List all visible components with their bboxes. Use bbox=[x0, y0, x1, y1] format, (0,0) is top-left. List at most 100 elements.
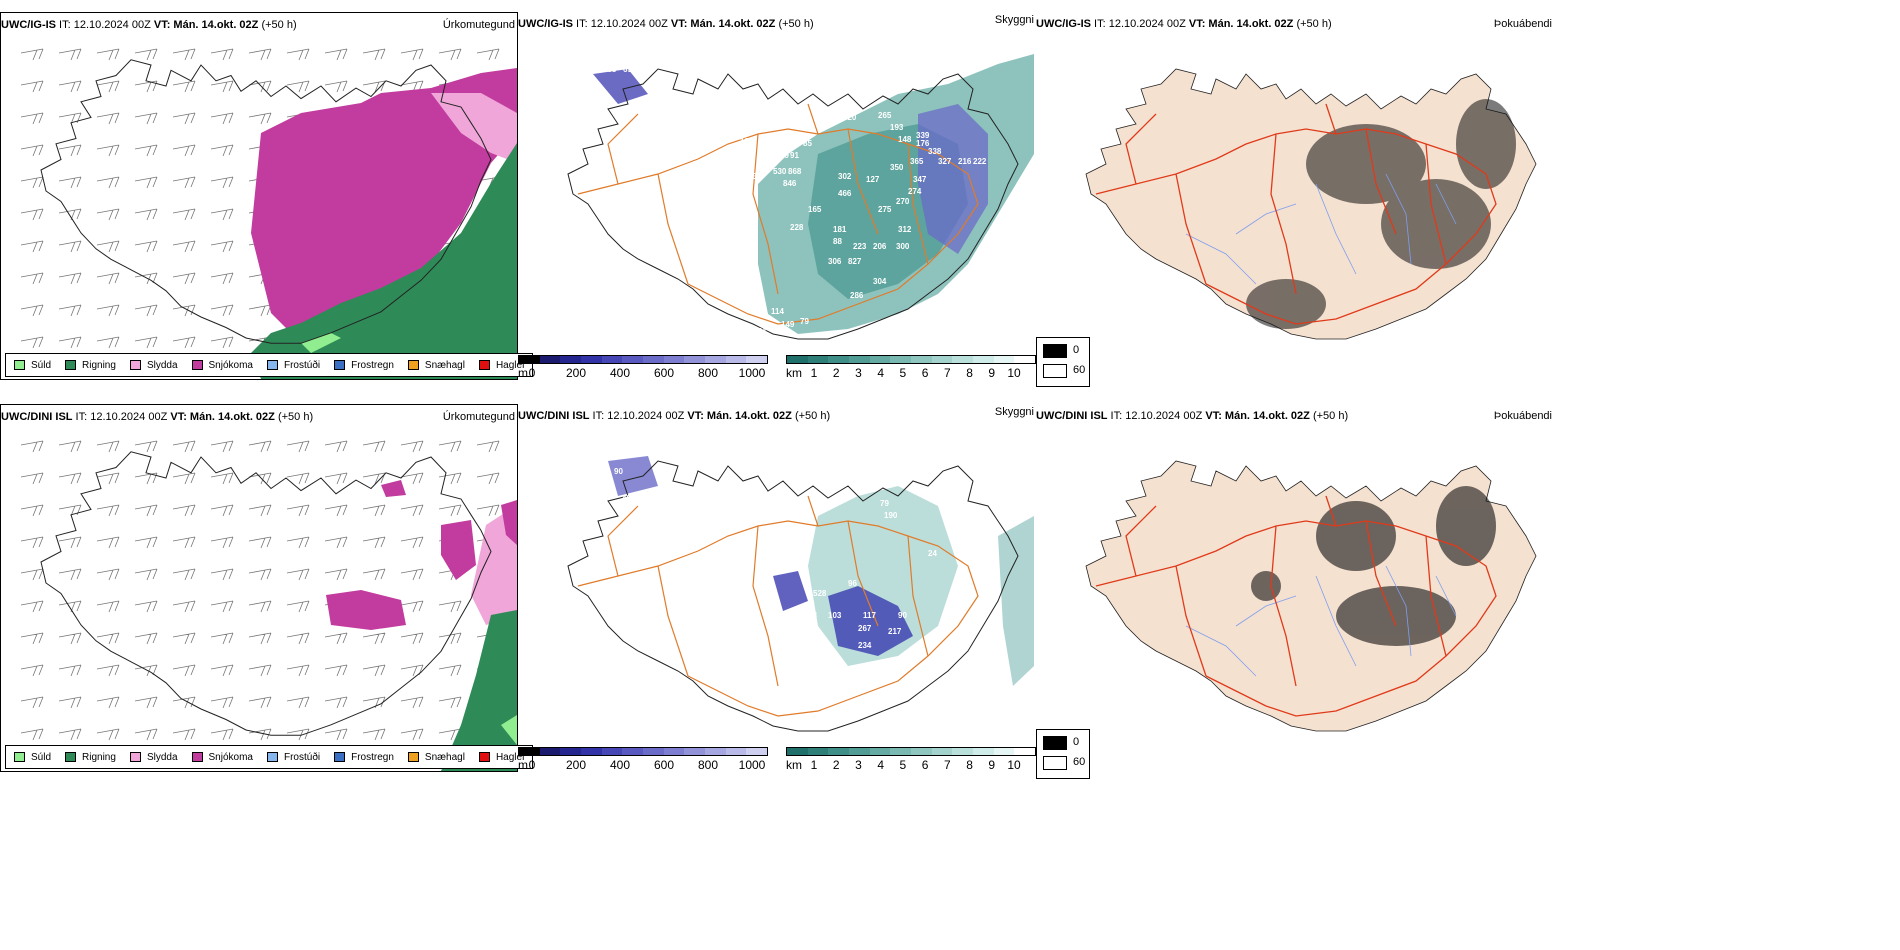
wind-barb bbox=[400, 472, 424, 485]
legend-item: Frostúði bbox=[266, 752, 320, 763]
cloud-base-ticks: 0 200 400 600 800 1000 bbox=[518, 366, 768, 380]
wind-barb bbox=[20, 696, 44, 709]
wind-barb bbox=[172, 440, 196, 453]
colorbar-segment bbox=[519, 748, 540, 755]
cloud-base-label: 347 bbox=[913, 175, 927, 184]
land bbox=[1085, 460, 1537, 732]
panel-title: Skyggni bbox=[994, 406, 1034, 418]
visibility-colorbar-bar bbox=[786, 747, 1036, 756]
colorbar-segment bbox=[869, 748, 891, 755]
legend-swatch bbox=[407, 360, 419, 370]
legend-swatch bbox=[129, 360, 141, 370]
wind-barb bbox=[286, 440, 310, 453]
wind-barb bbox=[248, 440, 272, 453]
wind-barb bbox=[400, 696, 424, 709]
legend-item: Súld bbox=[14, 360, 51, 371]
cloud-base-label: 148 bbox=[898, 135, 912, 144]
fog-legend-high-swatch bbox=[1043, 364, 1067, 378]
wind-barb bbox=[96, 664, 120, 677]
precip-map bbox=[1, 33, 517, 379]
cloud-base-label: 79 bbox=[880, 499, 889, 508]
wind-barb bbox=[96, 472, 120, 485]
lead-time: (+50 h) bbox=[775, 18, 814, 30]
colorbar-segment bbox=[807, 748, 829, 755]
legend-item: Súld bbox=[14, 752, 51, 763]
cloud-base-label: 320 bbox=[843, 113, 857, 122]
model-name: UWC/IG-IS bbox=[1, 19, 56, 31]
valid-time-label: VT: bbox=[687, 410, 704, 422]
cloud-base-label: 79 bbox=[800, 317, 809, 326]
cloud-base-label: 29 bbox=[780, 151, 789, 160]
cloud-visibility-panel-bottom: UWC/DINI ISL IT: 12.10.2024 00Z VT: Mán.… bbox=[518, 404, 1036, 772]
cloud-base-label: 868 bbox=[788, 167, 802, 176]
colorbar-tick-label: 2 bbox=[832, 366, 840, 380]
wind-barb bbox=[210, 664, 234, 677]
colorbar-segment bbox=[787, 748, 808, 755]
wind-barb bbox=[172, 472, 196, 485]
colorbar-segment bbox=[849, 748, 870, 755]
wind-barb bbox=[172, 664, 196, 677]
colorbar-segment bbox=[622, 748, 644, 755]
precip-type-panel-top: UWC/IG-IS IT: 12.10.2024 00Z VT: Mán. 14… bbox=[0, 12, 534, 380]
cloud-base-label: 127 bbox=[866, 175, 880, 184]
wind-barb bbox=[210, 440, 234, 453]
colorbar-segment bbox=[931, 748, 953, 755]
wind-barb bbox=[286, 728, 310, 741]
valid-time: Mán. 14.okt. 02Z bbox=[687, 18, 776, 30]
model-name: UWC/IG-IS bbox=[518, 18, 573, 30]
wind-barb bbox=[134, 240, 158, 253]
wind-barb bbox=[362, 664, 386, 677]
colorbar-tick-label: 4 bbox=[877, 366, 884, 380]
coastline bbox=[40, 59, 492, 344]
wind-barb bbox=[20, 536, 44, 549]
fog-map bbox=[1036, 426, 1554, 772]
cloud-base-label: 265 bbox=[878, 111, 892, 120]
wind-barb bbox=[400, 48, 424, 61]
cloud-base-label: 206 bbox=[873, 242, 887, 251]
legend-label: Snjókoma bbox=[208, 359, 253, 371]
roads bbox=[577, 495, 979, 717]
wind-barb bbox=[438, 600, 462, 613]
wind-barb bbox=[96, 304, 120, 317]
cloud-base-label: 197 bbox=[763, 109, 777, 118]
colorbar-segment bbox=[581, 356, 602, 363]
wind-barb bbox=[20, 600, 44, 613]
cloud-base-colorbar: m 0 200 400 600 800 1000 bbox=[518, 747, 768, 777]
cloud-base-label: 365 bbox=[910, 157, 924, 166]
fog-legend-high-label: 60 bbox=[1073, 756, 1086, 768]
visibility-ticks: 1 2 3 4 5 6 7 8 9 10 bbox=[786, 758, 1036, 772]
cloud-base-colorbar-bar bbox=[518, 747, 768, 756]
wind-barb bbox=[362, 504, 386, 517]
fog-legend-high-swatch bbox=[1043, 756, 1067, 770]
colorbar-segment bbox=[539, 748, 561, 755]
wind-barb bbox=[248, 304, 272, 317]
precip-map bbox=[1, 425, 517, 771]
colorbar-segment bbox=[601, 356, 623, 363]
colorbar-segment bbox=[869, 356, 891, 363]
wind-barb bbox=[210, 696, 234, 709]
legend-swatch bbox=[191, 752, 203, 762]
precip-map-graphic bbox=[20, 440, 517, 771]
wind-barb bbox=[58, 304, 82, 317]
cloud-base-label: 528 bbox=[813, 589, 827, 598]
colorbar-tick-label: 800 bbox=[697, 366, 719, 380]
colorbar-tick-label: 9 bbox=[988, 758, 996, 772]
colorbar-tick-label: 5 bbox=[899, 366, 907, 380]
wind-barb bbox=[286, 632, 310, 645]
colorbar-tick-label: 6 bbox=[921, 758, 929, 772]
lead-time: (+50 h) bbox=[1293, 18, 1332, 30]
wind-barb bbox=[58, 176, 82, 189]
valid-time-label: VT: bbox=[170, 411, 187, 423]
legend-swatch bbox=[14, 752, 25, 762]
legend-swatch bbox=[129, 752, 141, 762]
wind-barb bbox=[96, 240, 120, 253]
coastline bbox=[40, 451, 492, 736]
colorbar-segment bbox=[643, 356, 664, 363]
legend-swatch bbox=[334, 752, 346, 762]
init-time: IT: 12.10.2024 00Z bbox=[56, 19, 154, 31]
cloud-base-label: 114 bbox=[771, 307, 784, 316]
visibility-region-east bbox=[998, 516, 1034, 686]
cloud-base-label: 327 bbox=[938, 157, 952, 166]
wind-barb bbox=[96, 80, 120, 93]
valid-time-label: VT: bbox=[670, 18, 688, 30]
